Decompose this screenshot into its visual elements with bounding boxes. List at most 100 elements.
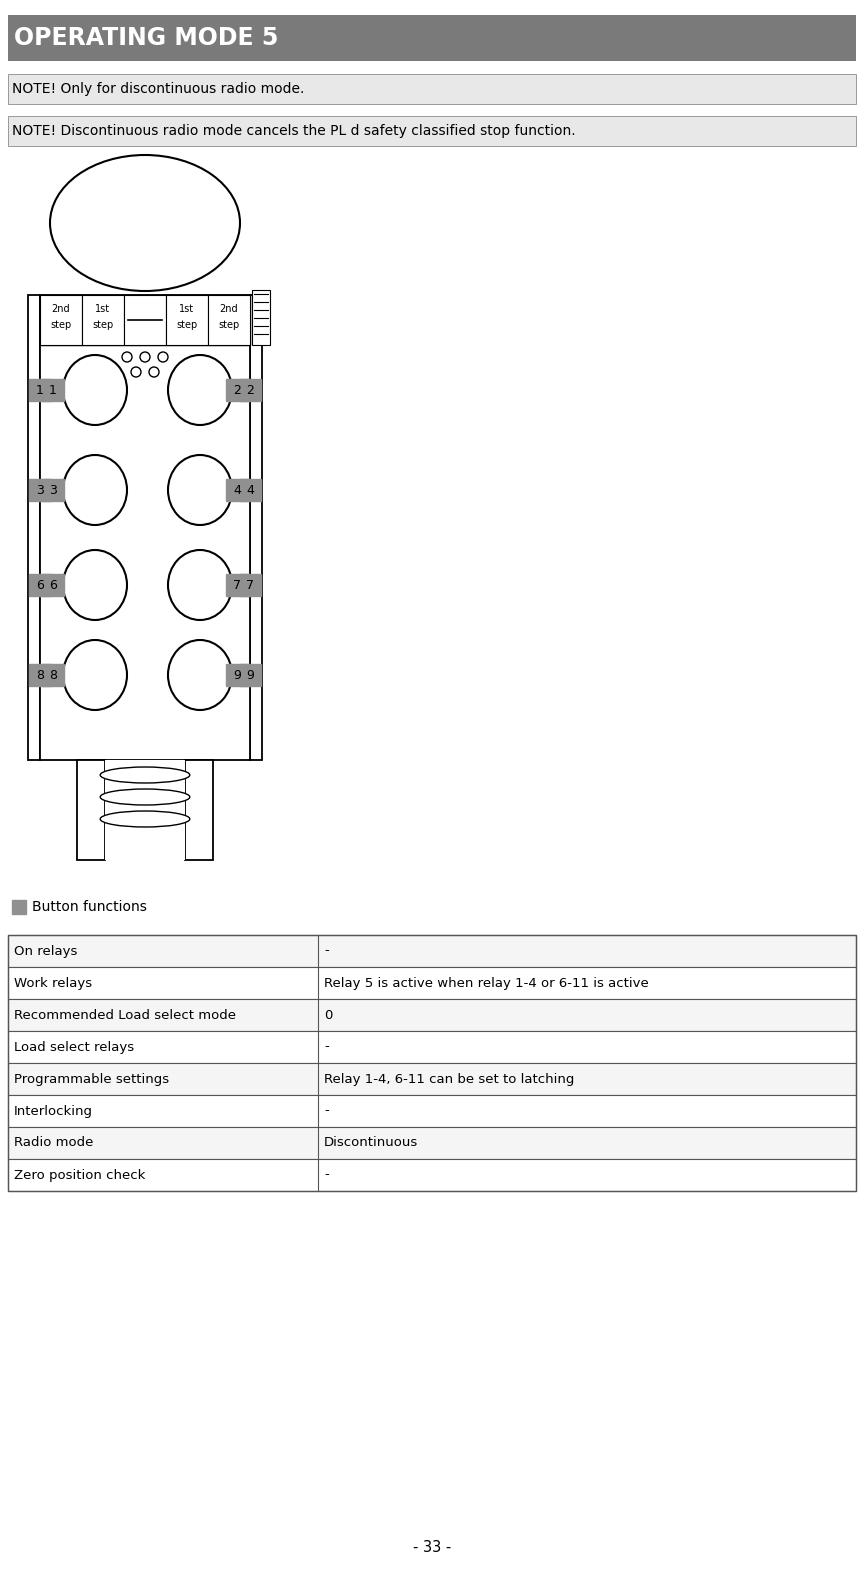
Bar	[239, 663, 261, 686]
Bar	[8, 1127, 856, 1158]
Text: step: step	[219, 320, 239, 329]
Text: Relay 1-4, 6-11 can be set to latching: Relay 1-4, 6-11 can be set to latching	[324, 1073, 575, 1086]
Bar	[42, 378, 64, 400]
Text: NOTE! Discontinuous radio mode cancels the PL d safety classified stop function.: NOTE! Discontinuous radio mode cancels t…	[12, 125, 575, 139]
Bar	[105, 760, 185, 860]
Text: Work relays: Work relays	[14, 977, 92, 990]
Text: 4: 4	[233, 484, 241, 496]
Ellipse shape	[149, 367, 159, 377]
Text: Relay 5 is active when relay 1-4 or 6-11 is active: Relay 5 is active when relay 1-4 or 6-11…	[324, 977, 649, 990]
Bar	[8, 16, 856, 61]
Ellipse shape	[63, 355, 127, 426]
Text: 2: 2	[233, 383, 241, 397]
Text: Button functions: Button functions	[32, 900, 147, 914]
Text: 1: 1	[49, 383, 57, 397]
Bar	[8, 1062, 856, 1095]
Bar	[29, 574, 51, 596]
Text: 8: 8	[36, 668, 44, 681]
Text: 7: 7	[246, 578, 254, 591]
Ellipse shape	[158, 351, 168, 362]
Bar	[8, 117, 856, 147]
Bar	[185, 760, 213, 860]
Bar	[226, 479, 248, 501]
Text: 9: 9	[233, 668, 241, 681]
Bar	[239, 479, 261, 501]
Text: 6: 6	[49, 578, 57, 591]
Text: 8: 8	[49, 668, 57, 681]
Ellipse shape	[168, 640, 232, 711]
Bar	[42, 663, 64, 686]
Bar	[42, 574, 64, 596]
Bar	[40, 295, 250, 345]
Bar	[29, 378, 51, 400]
Text: 2nd: 2nd	[52, 304, 70, 314]
Bar	[239, 574, 261, 596]
Ellipse shape	[168, 355, 232, 426]
Text: 7: 7	[233, 578, 241, 591]
Text: 3: 3	[49, 484, 57, 496]
Ellipse shape	[63, 455, 127, 525]
Text: 1: 1	[36, 383, 44, 397]
Bar	[29, 479, 51, 501]
Bar	[40, 295, 250, 760]
Text: -: -	[324, 1040, 328, 1053]
Text: Zero position check: Zero position check	[14, 1168, 145, 1182]
Text: On relays: On relays	[14, 944, 78, 958]
Text: 1st: 1st	[180, 304, 194, 314]
Bar	[252, 290, 270, 345]
Bar	[8, 935, 856, 1191]
Ellipse shape	[63, 640, 127, 711]
Text: step: step	[50, 320, 72, 329]
Bar	[8, 999, 856, 1031]
Text: Discontinuous: Discontinuous	[324, 1136, 418, 1149]
Ellipse shape	[63, 550, 127, 619]
Ellipse shape	[131, 367, 141, 377]
Text: 3: 3	[36, 484, 44, 496]
Bar	[226, 378, 248, 400]
Text: Interlocking: Interlocking	[14, 1105, 93, 1117]
Text: -: -	[324, 1105, 328, 1117]
Text: 6: 6	[36, 578, 44, 591]
Text: Load select relays: Load select relays	[14, 1040, 134, 1053]
Text: 9: 9	[246, 668, 254, 681]
Ellipse shape	[100, 790, 190, 805]
Bar	[8, 74, 856, 104]
Bar	[8, 1095, 856, 1127]
Bar	[8, 1031, 856, 1062]
Bar	[239, 378, 261, 400]
Ellipse shape	[100, 768, 190, 783]
Bar	[29, 663, 51, 686]
Text: Recommended Load select mode: Recommended Load select mode	[14, 1009, 236, 1021]
Bar	[8, 935, 856, 968]
Text: 0: 0	[324, 1009, 333, 1021]
Bar	[12, 900, 26, 914]
Text: step: step	[176, 320, 198, 329]
Text: 4: 4	[246, 484, 254, 496]
Text: NOTE! Only for discontinuous radio mode.: NOTE! Only for discontinuous radio mode.	[12, 82, 304, 96]
Text: 2nd: 2nd	[219, 304, 238, 314]
Bar	[8, 1158, 856, 1191]
Text: Radio mode: Radio mode	[14, 1136, 93, 1149]
Ellipse shape	[140, 351, 150, 362]
Bar	[124, 295, 166, 345]
Ellipse shape	[168, 455, 232, 525]
Ellipse shape	[50, 154, 240, 292]
Text: 1st: 1st	[95, 304, 111, 314]
Text: Programmable settings: Programmable settings	[14, 1073, 169, 1086]
Bar	[42, 479, 64, 501]
Text: step: step	[92, 320, 114, 329]
Bar	[40, 295, 82, 345]
Text: -: -	[324, 944, 328, 958]
Bar	[250, 295, 262, 760]
Text: 2: 2	[246, 383, 254, 397]
Bar	[166, 295, 208, 345]
Text: OPERATING MODE 5: OPERATING MODE 5	[14, 25, 278, 50]
Bar	[208, 295, 250, 345]
Bar	[226, 574, 248, 596]
Bar	[77, 760, 105, 860]
Ellipse shape	[168, 550, 232, 619]
Text: -: -	[324, 1168, 328, 1182]
Bar	[28, 295, 40, 760]
Bar	[8, 968, 856, 999]
Bar	[82, 295, 124, 345]
